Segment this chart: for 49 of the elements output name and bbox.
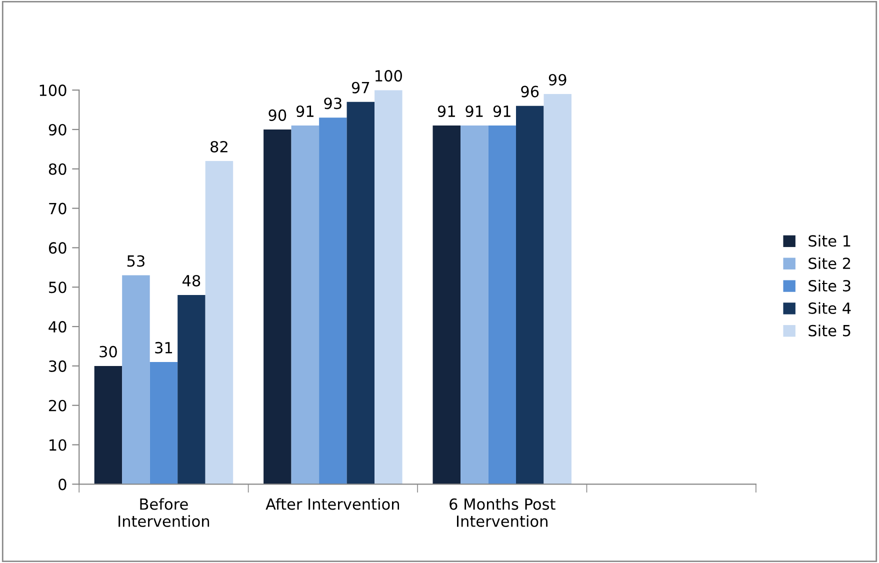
data-label: 99 — [548, 74, 566, 86]
legend-label: Site 2 — [808, 257, 850, 270]
bar — [94, 366, 122, 484]
bar — [460, 126, 488, 484]
data-label: 91 — [493, 105, 510, 118]
legend-label: Site 3 — [808, 280, 850, 292]
bar — [150, 362, 178, 484]
data-label: 93 — [324, 98, 342, 110]
data-label: 91 — [438, 105, 455, 118]
data-label: 97 — [352, 82, 370, 94]
data-label: 91 — [296, 105, 314, 118]
legend-label: Site 4 — [808, 302, 851, 314]
bar — [264, 129, 292, 484]
y-tick-label: 90 — [48, 124, 66, 136]
y-tick-label: 10 — [50, 439, 66, 451]
bar — [319, 118, 347, 484]
y-tick-label: 60 — [48, 242, 66, 254]
y-tick-label: 70 — [49, 202, 66, 214]
legend-label: Site 1 — [808, 234, 850, 247]
data-label: 82 — [210, 140, 228, 152]
data-label: 30 — [100, 346, 117, 358]
data-label: 90 — [268, 109, 286, 121]
data-label: 100 — [376, 70, 402, 82]
y-tick-label: 30 — [49, 360, 66, 372]
bar — [122, 275, 150, 484]
y-tick-label: 100 — [40, 84, 66, 96]
x-tick-label: 6 Months Post Intervention — [450, 498, 556, 528]
y-tick-label: 80 — [48, 163, 66, 175]
bar — [432, 126, 461, 484]
data-label: 53 — [127, 255, 144, 267]
bar — [178, 295, 206, 484]
bar — [346, 102, 375, 484]
x-tick-label: Before Intervention — [118, 498, 210, 528]
data-label: 91 — [466, 105, 483, 118]
bar — [291, 126, 320, 484]
y-tick-label: 20 — [48, 400, 66, 412]
data-label: 31 — [155, 342, 172, 354]
bar — [374, 90, 402, 484]
legend-label: Site 5 — [808, 324, 850, 336]
bar — [205, 161, 234, 484]
data-label: 48 — [182, 274, 200, 286]
y-tick-label: 50 — [49, 282, 66, 294]
bar — [488, 126, 516, 484]
bar — [516, 106, 544, 484]
bar — [544, 94, 572, 484]
data-label: 96 — [521, 86, 539, 98]
y-tick-label: 40 — [48, 321, 66, 333]
x-tick-label: After Intervention — [266, 498, 400, 510]
y-tick-label: 0 — [58, 478, 66, 490]
